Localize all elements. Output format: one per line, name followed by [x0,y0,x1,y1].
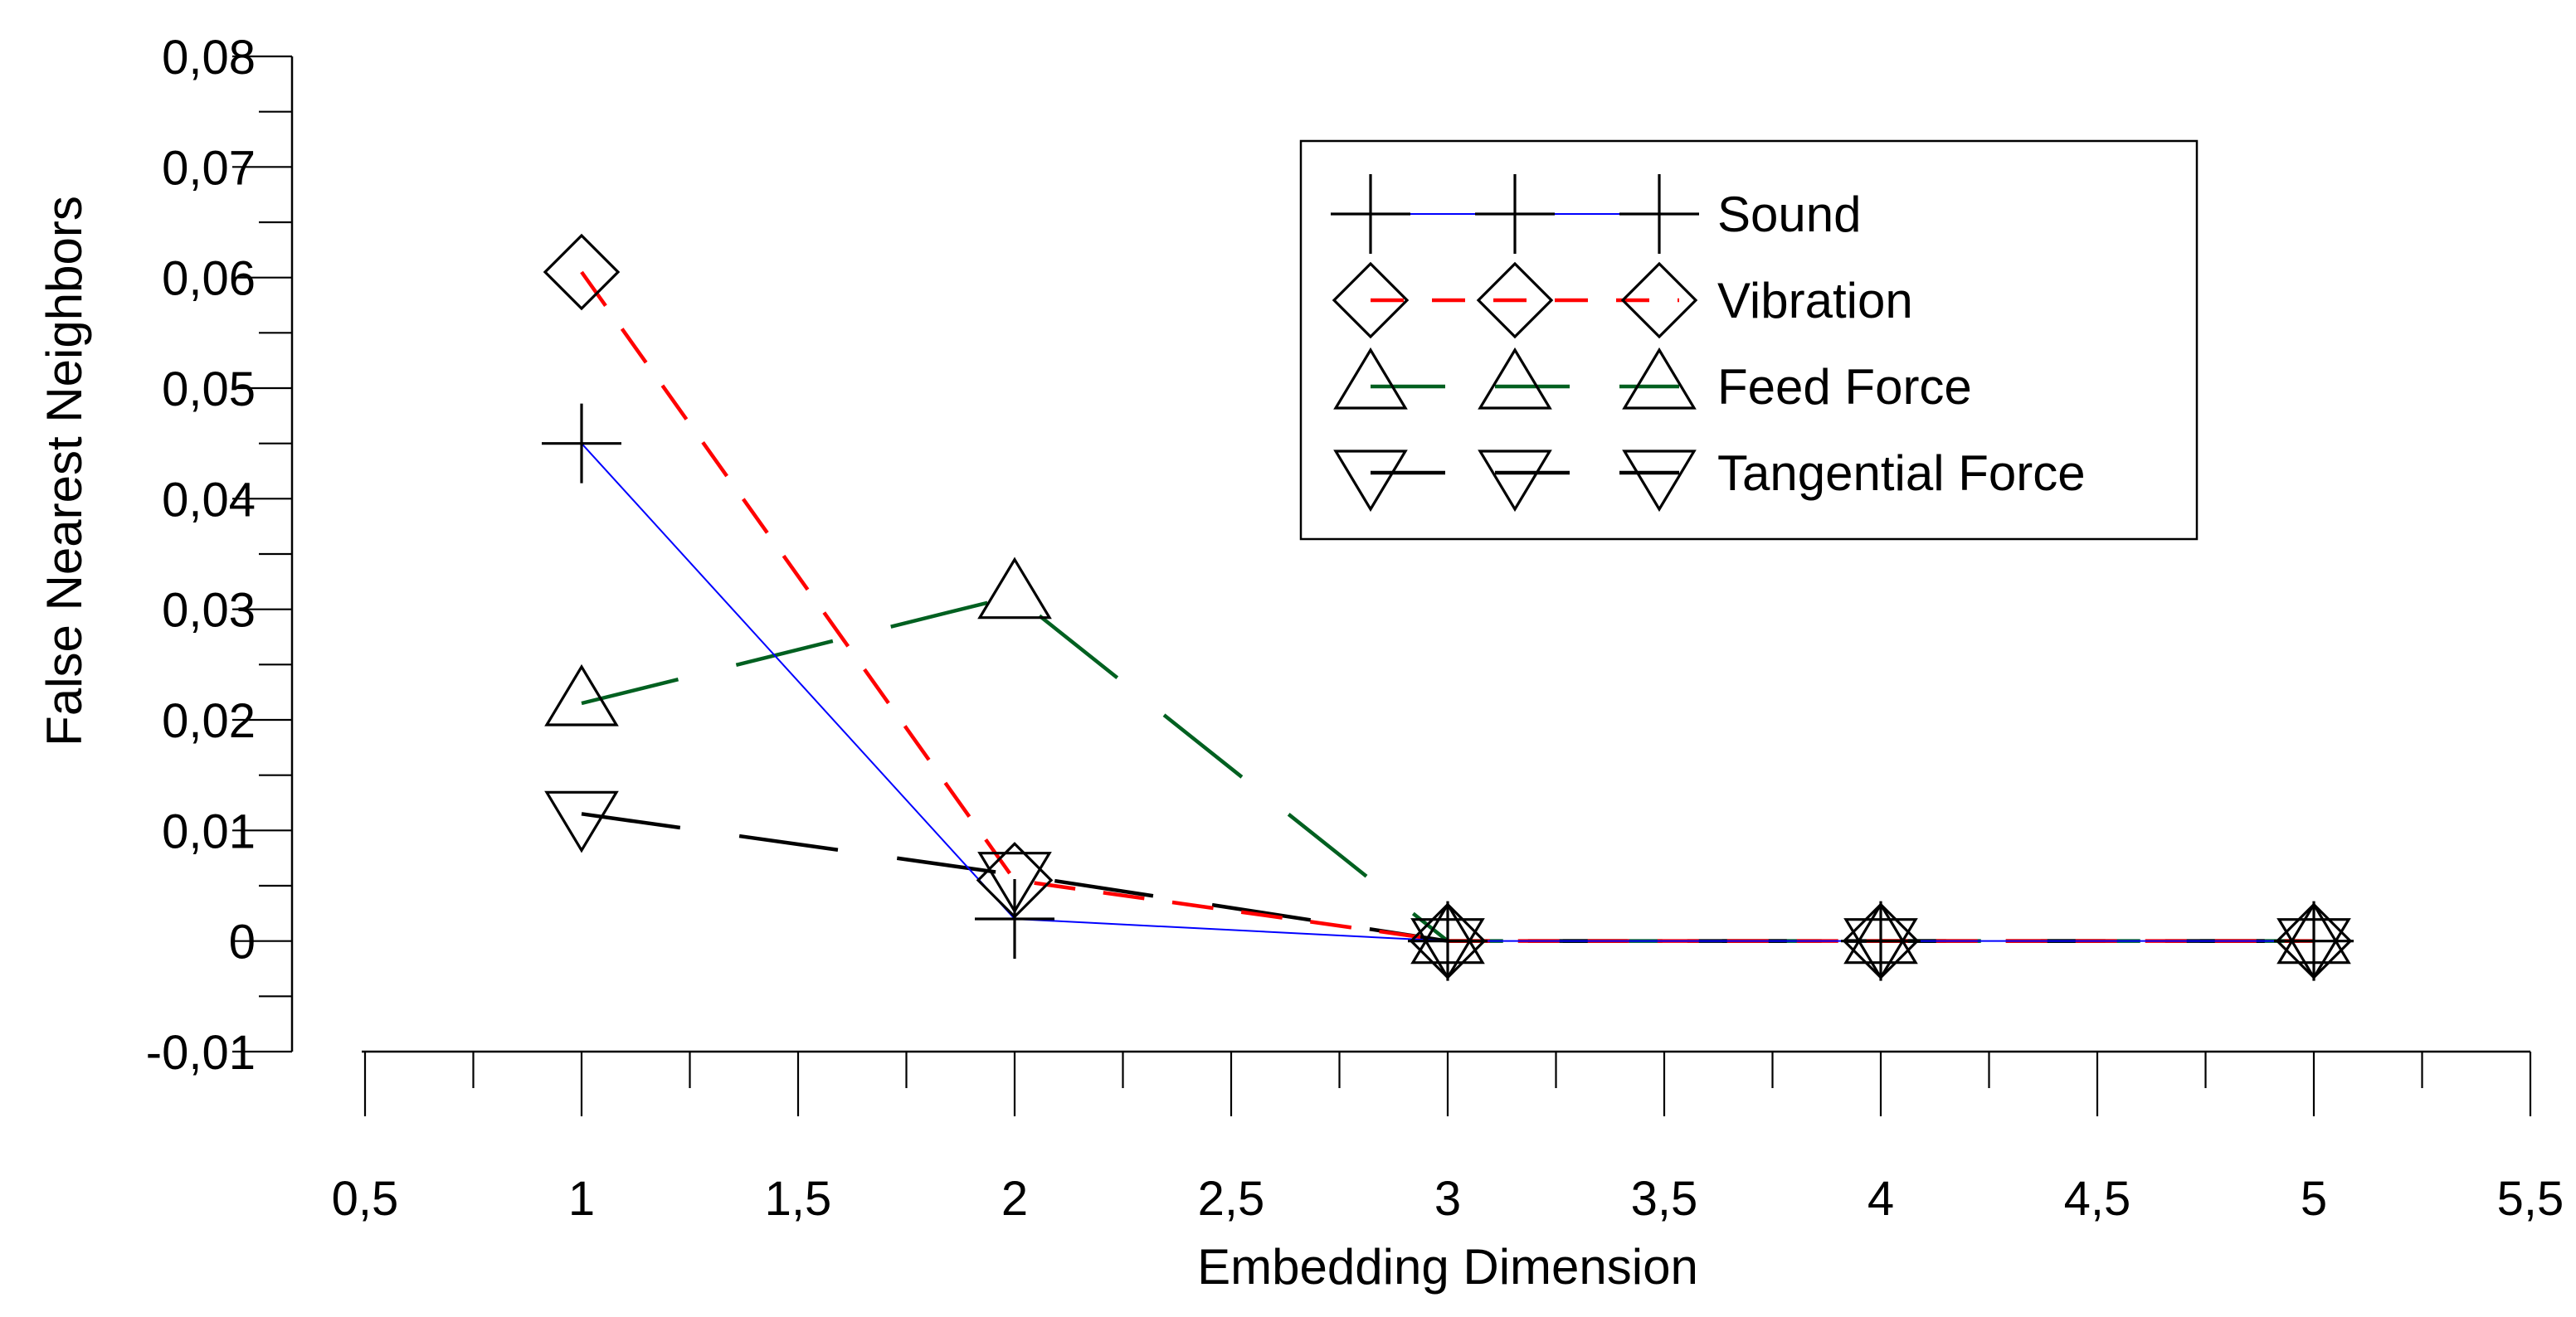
x-tick-label: 0,5 [332,1172,399,1226]
legend-marker [1332,261,1410,339]
data-point-sound [1408,901,1488,981]
legend-marker [1476,261,1554,339]
y-tick-label: -0,01 [146,1026,256,1080]
legend-label-vibration: Vibration [1717,273,1913,328]
data-point-sound [1841,901,1921,981]
legend-label-sound: Sound [1717,187,1862,242]
legend-marker [1622,450,1697,513]
data-point-feed-force [1843,901,1918,965]
data-point-vibration [976,842,1054,919]
y-tick-label: 0,06 [162,252,256,306]
data-point-tangential-force [2277,918,2351,980]
x-tick-label: 1 [568,1172,595,1226]
axes: 0,5 1 1,5 2 2,5 3 3,5 4 4,5 5 5,5 -0,01 0 0,01 0,02 0,0… [146,31,2564,1226]
x-tick-label: 1,5 [765,1172,832,1226]
legend-box [1299,139,2199,541]
x-tick-label: 3 [1434,1172,1461,1226]
data-point-vibration [543,233,621,311]
y-tick-label: 0 [229,916,256,970]
legend-marker [1620,261,1698,339]
data-point-tangential-force [1843,918,1918,980]
markers-layer [542,233,2354,981]
x-tick-label: 5 [2301,1172,2327,1226]
y-axis-title: False Nearest Neighbors [37,196,92,746]
x-tick-label: 5,5 [2497,1172,2564,1226]
x-tick-label: 2 [1001,1172,1028,1226]
legend-marker [1619,174,1699,254]
data-point-tangential-force [977,852,1052,914]
y-tick-label: 0,05 [162,362,256,416]
legend-marker [1622,347,1697,410]
data-point-feed-force [2277,901,2351,965]
data-point-feed-force [977,556,1052,620]
x-tick-label: 3,5 [1631,1172,1698,1226]
data-point-tangential-force [1410,918,1485,980]
legend-marker [1478,450,1552,513]
legend-marker [1333,450,1408,513]
data-point-tangential-force [544,790,619,853]
data-point-sound [975,879,1054,959]
data-point-feed-force [544,663,619,727]
legend-label-tangential-force: Tangential Force [1717,445,2086,501]
y-tick-label: 0,03 [162,584,256,638]
x-axis-title: Embedding Dimension [1197,1239,1698,1295]
legend: Sound Vibration Feed Force Tangential Force [1299,139,2199,541]
y-tick-label: 0,07 [162,141,256,195]
data-point-sound [2274,901,2354,981]
x-tick-label: 4,5 [2064,1172,2131,1226]
legend-marker [1475,174,1555,254]
legend-marker [1478,347,1552,410]
data-point-sound [542,403,621,484]
y-tick-label: 0,04 [162,473,256,527]
x-tick-label: 4 [1867,1172,1894,1226]
data-point-feed-force [1410,901,1485,965]
y-tick-label: 0,08 [162,31,256,85]
legend-marker [1331,174,1410,254]
x-tick-label: 2,5 [1198,1172,1265,1226]
y-tick-label: 0,02 [162,694,256,748]
legend-label-feed-force: Feed Force [1717,359,1972,415]
y-tick-label: 0,01 [162,804,256,858]
legend-marker [1333,347,1408,410]
